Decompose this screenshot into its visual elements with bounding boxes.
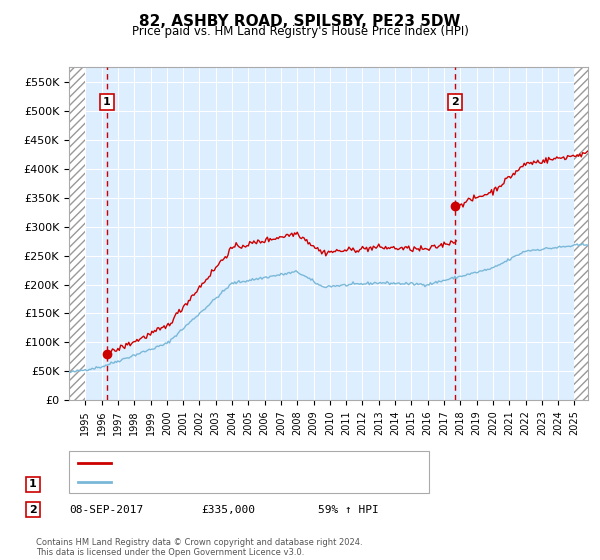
Text: 44% ↑ HPI: 44% ↑ HPI <box>318 479 379 489</box>
Text: 82, ASHBY ROAD, SPILSBY, PE23 5DW: 82, ASHBY ROAD, SPILSBY, PE23 5DW <box>139 14 461 29</box>
Text: Price paid vs. HM Land Registry's House Price Index (HPI): Price paid vs. HM Land Registry's House … <box>131 25 469 38</box>
Text: 2: 2 <box>451 97 459 107</box>
Text: 82, ASHBY ROAD, SPILSBY, PE23 5DW (detached house): 82, ASHBY ROAD, SPILSBY, PE23 5DW (detac… <box>117 458 408 468</box>
Text: 08-SEP-2017: 08-SEP-2017 <box>69 505 143 515</box>
Text: £79,800: £79,800 <box>201 479 248 489</box>
Bar <box>69 67 85 400</box>
Text: 03-MAY-1996: 03-MAY-1996 <box>69 479 143 489</box>
Text: 59% ↑ HPI: 59% ↑ HPI <box>318 505 379 515</box>
Text: 2: 2 <box>29 505 37 515</box>
Text: 1: 1 <box>103 97 111 107</box>
Text: Contains HM Land Registry data © Crown copyright and database right 2024.
This d: Contains HM Land Registry data © Crown c… <box>36 538 362 557</box>
Text: HPI: Average price, detached house, East Lindsey: HPI: Average price, detached house, East… <box>117 477 376 487</box>
Bar <box>574 67 588 400</box>
Text: £335,000: £335,000 <box>201 505 255 515</box>
Text: 1: 1 <box>29 479 37 489</box>
